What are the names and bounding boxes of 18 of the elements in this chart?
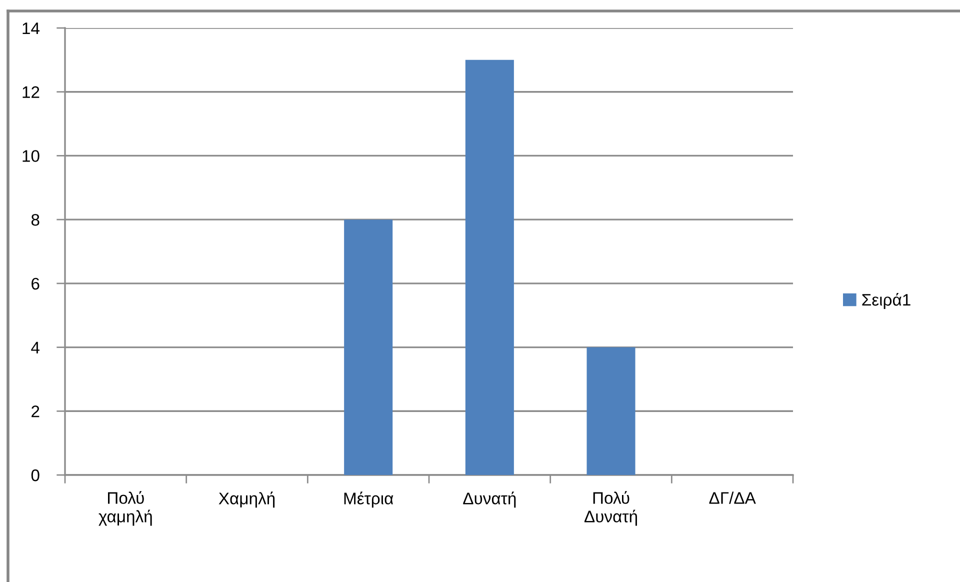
x-tick-label: Μέτρια — [344, 492, 394, 508]
bar — [586, 347, 636, 475]
y-tick-label: 8 — [31, 214, 40, 226]
y-tick-label: 2 — [32, 406, 40, 418]
y-tick-label: 14 — [22, 22, 40, 34]
y-tick-label: 0 — [31, 469, 40, 482]
y-tick-label: 6 — [32, 278, 40, 290]
x-tick-label: Πολύ χαμηλή — [98, 491, 152, 526]
x-tick-label: Χαμηλή — [218, 492, 275, 508]
legend-label: Σειρά1 — [862, 292, 910, 310]
bar — [344, 220, 393, 475]
x-tick-label: ΔΓ/ΔΑ — [709, 492, 756, 504]
x-tick-label: Πολύ Δυνατή — [584, 491, 637, 526]
bar — [465, 60, 514, 475]
y-tick-label: 10 — [22, 150, 40, 162]
y-tick-label: 4 — [31, 342, 40, 354]
y-tick-label: 12 — [22, 86, 40, 98]
x-tick-label: Δυνατή — [463, 492, 516, 508]
